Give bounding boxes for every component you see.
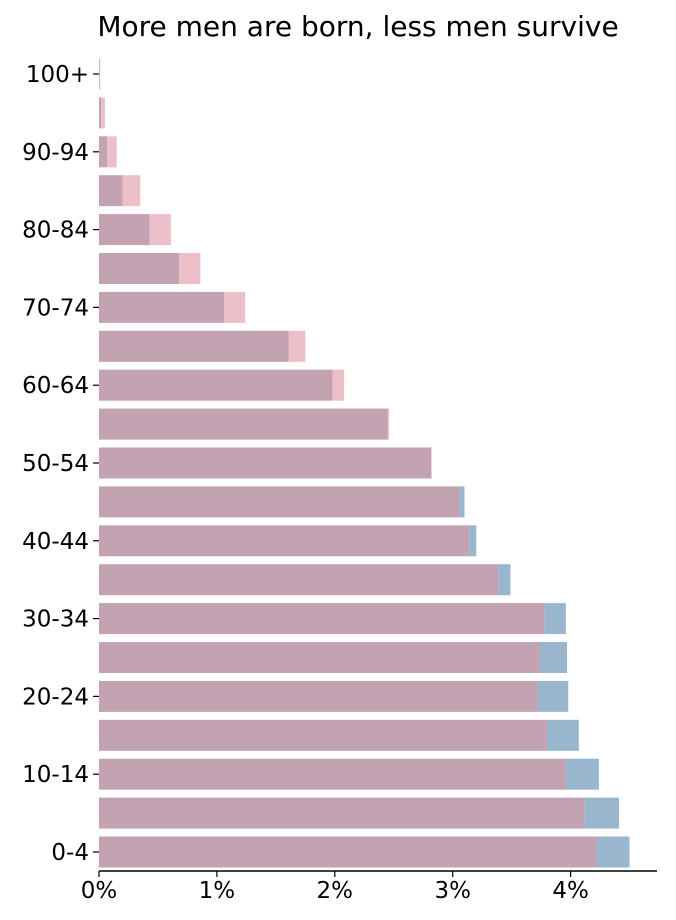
- x-tick-label: 1%: [199, 878, 236, 904]
- bar-series2-excess-80-84: [149, 214, 171, 246]
- bar-series2-excess-100+: [99, 58, 101, 90]
- y-tick-label: 60-64: [22, 373, 89, 399]
- y-tick-label: 100+: [26, 62, 89, 88]
- bar-overlap-45-49: [99, 486, 460, 518]
- y-tick-label: 90-94: [22, 140, 89, 166]
- y-tick-label: 80-84: [22, 218, 89, 244]
- bar-series1-excess-25-29: [539, 642, 568, 673]
- bar-overlap-55-59: [99, 408, 388, 440]
- bar-series2-excess-70-74: [223, 291, 246, 323]
- y-tick-label: 50-54: [22, 451, 89, 477]
- bar-overlap-0-4: [99, 836, 597, 868]
- bar-overlap-25-29: [99, 642, 540, 673]
- bar-overlap-90-94: [99, 136, 108, 168]
- bar-series2-excess-90-94: [107, 136, 117, 168]
- x-tick-label: 2%: [317, 878, 354, 904]
- bar-overlap-15-19: [99, 719, 548, 751]
- bar-series2-excess-95-99: [101, 97, 105, 129]
- y-tick-label: 20-24: [22, 684, 89, 710]
- bar-series1-excess-10-14: [565, 758, 599, 790]
- bar-overlap-30-34: [99, 603, 545, 635]
- bar-series1-excess-5-9: [584, 797, 619, 829]
- y-tick-label: 0-4: [51, 840, 89, 866]
- bar-overlap-85-89: [99, 175, 123, 207]
- bar-series1-excess-30-34: [544, 603, 566, 635]
- bar-series1-excess-15-19: [547, 719, 579, 751]
- x-tick-label: 3%: [434, 878, 471, 904]
- bar-series2-excess-75-79: [179, 253, 201, 284]
- y-tick-label: 40-44: [22, 529, 89, 555]
- bar-series2-excess-60-64: [332, 369, 345, 401]
- bar-series1-excess-40-44: [469, 525, 477, 557]
- bar-series2-excess-65-69: [288, 330, 306, 362]
- bar-overlap-40-44: [99, 525, 470, 557]
- bar-series1-excess-20-24: [537, 680, 569, 712]
- bar-series1-excess-0-4: [596, 836, 630, 868]
- bar-overlap-95-99: [99, 97, 102, 129]
- bar-overlap-100+: [99, 58, 100, 90]
- bar-series2-excess-55-59: [387, 408, 390, 440]
- y-tick-label: 10-14: [22, 762, 89, 788]
- bar-overlap-60-64: [99, 369, 333, 401]
- bar-overlap-35-39: [99, 564, 499, 596]
- x-tick-label: 4%: [552, 878, 589, 904]
- bar-series1-excess-35-39: [498, 564, 511, 596]
- bar-overlap-5-9: [99, 797, 585, 829]
- y-tick-label: 30-34: [22, 607, 89, 633]
- chart-title: More men are born, less men survive: [97, 10, 619, 43]
- bar-overlap-70-74: [99, 291, 224, 323]
- bar-overlap-20-24: [99, 680, 538, 712]
- bar-overlap-50-54: [99, 447, 432, 479]
- bar-series1-excess-45-49: [459, 486, 465, 518]
- bar-overlap-10-14: [99, 758, 566, 790]
- y-tick-label: 70-74: [22, 295, 89, 321]
- x-tick-label: 0%: [81, 878, 118, 904]
- bar-series2-excess-85-89: [122, 175, 141, 207]
- bar-overlap-80-84: [99, 214, 150, 246]
- bar-overlap-75-79: [99, 253, 180, 284]
- bar-overlap-65-69: [99, 330, 289, 362]
